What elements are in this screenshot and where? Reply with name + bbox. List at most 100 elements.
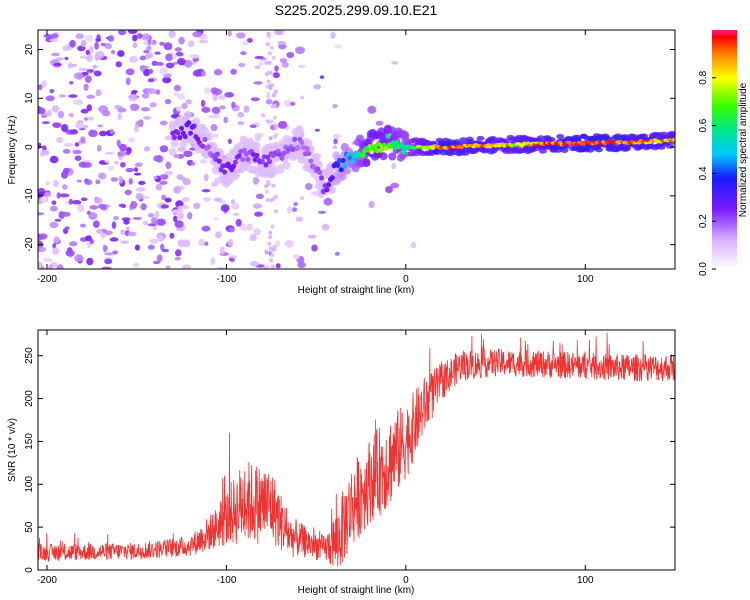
spectrogram-cell	[214, 217, 218, 221]
spectrogram-cell	[120, 162, 126, 168]
spectrogram-cell	[279, 155, 285, 161]
spectrogram-cell	[143, 116, 152, 120]
spectrogram-cell	[112, 250, 118, 255]
spectrogram-cell	[125, 68, 135, 76]
spectrogram-cell	[254, 65, 261, 70]
spectrogram-cell	[265, 154, 271, 160]
spectrogram-cell	[201, 106, 211, 113]
spectrogram-cell	[163, 42, 173, 51]
spectrogram-cell	[191, 162, 196, 166]
spectrogram-cell	[465, 136, 474, 142]
spectrogram-cell	[410, 241, 417, 249]
x-tick-label: -100	[216, 274, 236, 285]
spectrogram-cell	[340, 157, 346, 163]
spectrogram-cell	[267, 51, 272, 56]
spectrogram-cell	[210, 124, 218, 132]
spectrogram-cell	[391, 162, 397, 170]
spectrogram-y-ticks: -20 -10 0 10 20	[24, 44, 675, 252]
spectrogram-cell	[252, 141, 261, 150]
spectrogram-cell	[302, 151, 308, 157]
spectrogram-cell	[142, 220, 149, 226]
spectrogram-cell	[220, 163, 226, 169]
spectrogram-cell	[268, 230, 273, 235]
spectrogram-cell	[115, 61, 122, 68]
spectrogram-cell	[185, 99, 192, 105]
spectrogram-cell	[173, 186, 182, 194]
spectrogram-cell	[83, 83, 89, 92]
spectrogram-cell	[51, 200, 57, 205]
spectrogram-cell	[143, 68, 151, 77]
spectrogram-cell	[338, 167, 344, 173]
spectrogram-cell	[267, 60, 272, 65]
spectrogram-cell	[333, 138, 338, 145]
spectrogram-cell	[165, 265, 171, 269]
spectrogram-cell	[177, 239, 185, 248]
spectrogram-cell	[279, 58, 288, 63]
spectrogram-cell	[159, 120, 168, 126]
spectrogram-cell	[159, 41, 165, 46]
spectrogram-cell	[228, 227, 235, 233]
spectrogram-cell	[292, 207, 297, 212]
spectrogram-cell	[175, 51, 184, 57]
spectrogram-cell	[227, 138, 232, 145]
spectrogram-cell	[120, 229, 126, 235]
spectrogram-cell	[63, 167, 70, 173]
spectrogram-cell	[312, 152, 321, 161]
spectrogram-cell	[161, 248, 170, 253]
spectrogram-cell	[239, 223, 249, 232]
spectrogram-cell	[253, 81, 263, 85]
spectrogram-cell	[210, 257, 216, 266]
spectrogram-cell	[69, 80, 74, 85]
spectrogram-cell	[56, 57, 64, 61]
spectrogram-cell	[324, 187, 330, 193]
spectrogram-cell	[183, 59, 193, 68]
spectrogram-cell	[318, 210, 326, 214]
spectrogram-cell	[388, 152, 397, 161]
spectrogram-cell	[360, 152, 366, 158]
spectrogram-cell	[254, 152, 260, 159]
spectrogram-cell	[200, 126, 209, 135]
spectrogram-cell	[174, 256, 181, 261]
spectrogram-cell	[89, 129, 95, 137]
spectrogram-x-axis-label: Height of straight line (km)	[298, 285, 415, 296]
spectrogram-cell	[87, 116, 94, 121]
spectrogram-cell	[255, 193, 264, 199]
spectrogram-cell	[74, 254, 84, 263]
colorbar-tick-label: 0.0	[698, 262, 709, 276]
spectrogram-cell	[263, 265, 270, 269]
spectrogram-cell	[246, 223, 253, 231]
spectrogram-cell	[201, 70, 206, 77]
spectrogram-cell	[502, 138, 511, 144]
spectrogram-cell	[133, 167, 139, 172]
y-tick-label: 50	[24, 521, 35, 533]
colorbar-tick-label: 0.2	[698, 214, 709, 228]
spectrogram-cell	[95, 51, 105, 59]
spectrogram-cell	[385, 133, 391, 139]
spectrogram-cell	[319, 75, 325, 79]
spectrogram-cell	[295, 46, 305, 55]
spectrogram-cell	[132, 216, 142, 221]
spectrogram-cell	[261, 169, 270, 178]
spectrogram-cell	[268, 136, 273, 141]
spectrogram-cell	[149, 238, 159, 244]
spectrogram-cell	[274, 30, 284, 36]
spectrogram-cell	[270, 264, 275, 269]
spectrogram-cell	[260, 113, 266, 118]
spectrogram-cell	[390, 182, 400, 189]
spectrogram-cell	[109, 237, 119, 242]
spectrogram-cell	[272, 72, 280, 79]
spectrogram-cell	[538, 148, 547, 154]
spectrogram-cell	[181, 103, 188, 110]
spectrogram-cell	[560, 148, 569, 153]
spectrogram-cell	[68, 112, 75, 118]
spectrogram-cell	[192, 117, 201, 126]
x-tick-label: 100	[577, 274, 594, 285]
spectrogram-cell	[271, 93, 276, 98]
spectrogram-cell	[147, 78, 155, 83]
spectrogram-cell	[111, 221, 117, 230]
spectrogram-cell	[80, 197, 88, 202]
spectrogram-cell	[204, 241, 209, 246]
spectrogram-cell	[134, 172, 142, 176]
spectrogram-cell	[249, 261, 260, 267]
spectrogram-cell	[92, 220, 100, 228]
